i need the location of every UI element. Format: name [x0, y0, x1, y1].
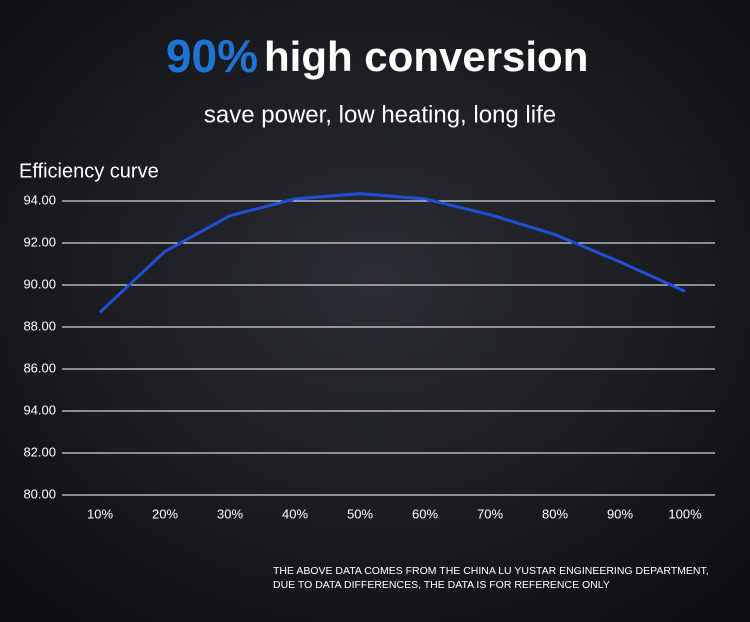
y-axis-label: Efficiency curve	[19, 160, 159, 182]
x-tick-label: 50%	[347, 506, 373, 521]
y-tick-label: 90.00	[23, 276, 56, 291]
x-tick-label: 30%	[217, 506, 243, 521]
x-tick-label: 10%	[87, 506, 113, 521]
x-tick-label: 20%	[152, 506, 178, 521]
x-tick-label: 90%	[607, 506, 633, 521]
footnote: THE ABOVE DATA COMES FROM THE CHINA LU Y…	[273, 565, 709, 577]
line	[98, 192, 686, 314]
y-tick-label: 80.00	[23, 486, 56, 501]
y-tick-label: 94.00	[23, 192, 56, 207]
y-tick-label: 88.00	[23, 318, 56, 333]
chart-title-rest: high conversion	[264, 33, 588, 80]
x-tick-label: 100%	[668, 506, 702, 521]
chart-title: 90%	[166, 30, 258, 82]
subtitle: save power, low heating, long life	[204, 101, 556, 128]
footnote: DUE TO DATA DIFFERENCES, THE DATA IS FOR…	[273, 579, 610, 591]
x-tick-label: 40%	[282, 506, 308, 521]
x-tick-label: 60%	[412, 506, 438, 521]
y-tick-label: 82.00	[23, 444, 56, 459]
y-tick-label: 94.00	[23, 402, 56, 417]
y-tick-label: 92.00	[23, 234, 56, 249]
x-tick-label: 80%	[542, 506, 568, 521]
y-tick-label: 86.00	[23, 360, 56, 375]
x-tick-label: 70%	[477, 506, 503, 521]
